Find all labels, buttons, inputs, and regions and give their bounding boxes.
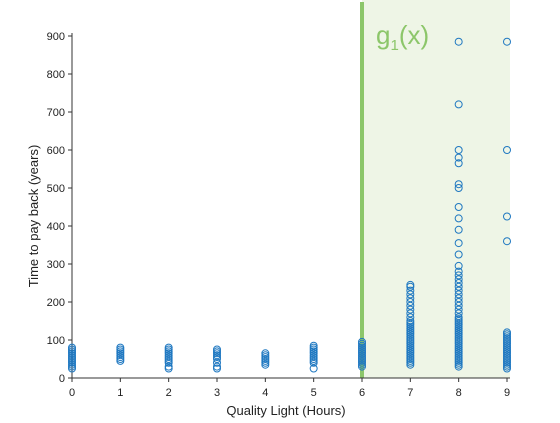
data-point bbox=[116, 343, 125, 352]
y-tick-label: 200 bbox=[47, 297, 65, 309]
data-point bbox=[68, 343, 76, 352]
data-point bbox=[454, 282, 463, 291]
x-tick-label: 0 bbox=[69, 387, 75, 399]
data-point bbox=[406, 317, 415, 325]
data-points bbox=[68, 37, 511, 373]
x-tick-label: 7 bbox=[407, 387, 413, 399]
x-tick-label: 6 bbox=[359, 387, 365, 399]
y-tick-label: 900 bbox=[47, 31, 65, 43]
data-point bbox=[454, 225, 463, 234]
data-point bbox=[454, 271, 463, 280]
data-point bbox=[454, 100, 463, 109]
data-point bbox=[213, 358, 221, 367]
x-axis-ticks: 0 1 2 3 4 5 6 7 8 9 bbox=[69, 378, 510, 399]
data-point bbox=[454, 261, 463, 270]
y-tick-label: 500 bbox=[47, 183, 65, 195]
data-point bbox=[454, 180, 463, 189]
data-point bbox=[503, 237, 511, 246]
x-tick-label: 4 bbox=[262, 387, 268, 399]
threshold-label-main: g bbox=[376, 20, 390, 50]
data-point bbox=[164, 362, 173, 371]
x-tick-label: 8 bbox=[456, 387, 462, 399]
y-axis-title: Time to pay back (years) bbox=[26, 145, 41, 288]
y-tick-label: 0 bbox=[59, 373, 65, 385]
data-point bbox=[406, 298, 415, 306]
data-point bbox=[454, 279, 463, 287]
data-point bbox=[454, 267, 463, 276]
data-point bbox=[454, 37, 463, 46]
data-point bbox=[406, 313, 415, 322]
data-point bbox=[454, 298, 463, 306]
data-point bbox=[454, 184, 463, 192]
threshold-label: g1(x) bbox=[376, 20, 429, 54]
data-point bbox=[454, 286, 463, 295]
y-tick-label: 400 bbox=[47, 221, 65, 233]
data-point bbox=[454, 294, 463, 303]
data-point bbox=[261, 349, 270, 358]
data-point bbox=[454, 203, 463, 211]
x-tick-label: 3 bbox=[214, 387, 220, 399]
data-point bbox=[454, 313, 463, 322]
data-point bbox=[213, 362, 221, 371]
y-tick-label: 600 bbox=[47, 145, 65, 157]
x-tick-label: 2 bbox=[166, 387, 172, 399]
data-point bbox=[406, 294, 415, 303]
y-axis-ticks: 0 100 200 300 400 500 600 700 800 900 bbox=[47, 31, 72, 385]
data-point bbox=[503, 328, 511, 337]
threshold-region bbox=[362, 0, 510, 378]
threshold-label-sub: 1 bbox=[390, 37, 398, 54]
data-point bbox=[454, 214, 463, 223]
data-point bbox=[454, 275, 463, 284]
data-point bbox=[454, 305, 463, 314]
data-point bbox=[213, 345, 221, 354]
data-point bbox=[406, 286, 415, 295]
y-tick-label: 100 bbox=[47, 335, 65, 347]
data-point bbox=[358, 337, 366, 346]
data-point bbox=[454, 290, 463, 299]
y-tick-label: 800 bbox=[47, 69, 65, 81]
data-point bbox=[309, 341, 318, 350]
data-point bbox=[454, 239, 463, 248]
data-point bbox=[406, 301, 415, 310]
data-point bbox=[503, 37, 511, 46]
data-point bbox=[454, 250, 463, 259]
data-point bbox=[309, 364, 318, 373]
data-point bbox=[164, 343, 173, 352]
x-tick-label: 1 bbox=[117, 387, 123, 399]
data-point bbox=[454, 159, 463, 168]
data-point bbox=[503, 146, 511, 154]
x-tick-label: 5 bbox=[311, 387, 317, 399]
x-axis-title: Quality Light (Hours) bbox=[226, 403, 345, 418]
data-point bbox=[406, 280, 415, 289]
y-tick-label: 300 bbox=[47, 259, 65, 271]
data-point bbox=[406, 309, 415, 318]
data-point bbox=[406, 290, 415, 299]
x-tick-label: 9 bbox=[504, 387, 510, 399]
y-tick-label: 700 bbox=[47, 107, 65, 119]
data-point bbox=[503, 212, 511, 221]
data-point bbox=[454, 301, 463, 310]
threshold-label-tail: (x) bbox=[399, 20, 429, 50]
data-point bbox=[406, 305, 415, 314]
data-point bbox=[454, 146, 463, 154]
data-point bbox=[454, 153, 463, 162]
data-point bbox=[454, 309, 463, 318]
